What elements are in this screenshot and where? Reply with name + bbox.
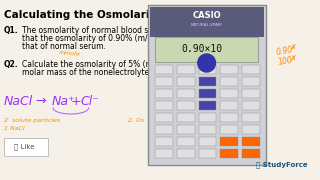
Text: 1 NaCl: 1 NaCl: [4, 126, 25, 131]
Text: Q1.: Q1.: [4, 26, 19, 35]
Bar: [177, 113, 195, 122]
Bar: [242, 137, 260, 146]
Text: Na⁺: Na⁺: [51, 95, 75, 108]
Text: molar mass of the nonelectrolyte gluco: molar mass of the nonelectrolyte gluco: [22, 68, 172, 77]
Bar: [199, 125, 216, 134]
Bar: [156, 37, 258, 62]
Text: ✗: ✗: [289, 43, 296, 52]
Text: Calculating the Osmolarity of a: Calculating the Osmolarity of a: [4, 10, 188, 20]
Bar: [149, 7, 264, 37]
Bar: [156, 65, 173, 74]
Bar: [199, 65, 216, 74]
Text: 0.90: 0.90: [276, 45, 294, 57]
Text: 0.90×10: 0.90×10: [181, 44, 222, 54]
Bar: [242, 113, 260, 122]
Bar: [177, 101, 195, 110]
Bar: [220, 77, 238, 86]
Bar: [242, 125, 260, 134]
Bar: [177, 125, 195, 134]
Bar: [199, 113, 216, 122]
Bar: [177, 65, 195, 74]
Bar: [156, 125, 173, 134]
Bar: [148, 5, 266, 165]
Bar: [242, 65, 260, 74]
Bar: [177, 149, 195, 158]
Bar: [220, 89, 238, 98]
Bar: [4, 138, 48, 156]
Bar: [242, 77, 260, 86]
Text: 2. Os: 2. Os: [128, 118, 144, 123]
Bar: [156, 113, 173, 122]
Bar: [199, 149, 216, 158]
Bar: [177, 137, 195, 146]
Bar: [242, 149, 260, 158]
Text: that the osmolarity of 0.90% (m/v) NaC: that the osmolarity of 0.90% (m/v) NaC: [22, 34, 173, 43]
Bar: [156, 149, 173, 158]
Bar: [177, 89, 195, 98]
Text: Calculate the osmolarity of 5% (m: Calculate the osmolarity of 5% (m: [22, 60, 153, 69]
Bar: [156, 101, 173, 110]
Text: that of normal serum.: that of normal serum.: [22, 42, 106, 51]
Bar: [156, 137, 173, 146]
Text: 👍 Like: 👍 Like: [14, 144, 34, 150]
Text: 2  solute particles: 2 solute particles: [4, 118, 60, 123]
Bar: [220, 113, 238, 122]
Bar: [199, 101, 216, 110]
Text: NaCl: NaCl: [4, 95, 33, 108]
Bar: [220, 65, 238, 74]
Bar: [177, 77, 195, 86]
Bar: [220, 137, 238, 146]
Bar: [199, 89, 216, 98]
Bar: [220, 125, 238, 134]
Text: 100: 100: [277, 56, 293, 67]
Bar: [242, 101, 260, 110]
Bar: [156, 89, 173, 98]
Text: 📚 StudyForce: 📚 StudyForce: [256, 161, 308, 168]
Text: The osmolarity of normal blood se: The osmolarity of normal blood se: [22, 26, 153, 35]
Bar: [242, 89, 260, 98]
Text: Cl⁻: Cl⁻: [81, 95, 100, 108]
Bar: [199, 77, 216, 86]
Bar: [156, 77, 173, 86]
Bar: [199, 137, 216, 146]
Text: mmole: mmole: [59, 50, 81, 57]
Text: ✗: ✗: [289, 54, 296, 63]
Text: NATURAL-VPAM: NATURAL-VPAM: [191, 23, 222, 27]
Text: CASIO: CASIO: [192, 10, 221, 19]
Text: Q2.: Q2.: [4, 60, 19, 69]
Bar: [220, 149, 238, 158]
Bar: [220, 101, 238, 110]
Circle shape: [198, 54, 215, 72]
Text: →: →: [36, 95, 46, 108]
Text: +: +: [71, 95, 82, 108]
